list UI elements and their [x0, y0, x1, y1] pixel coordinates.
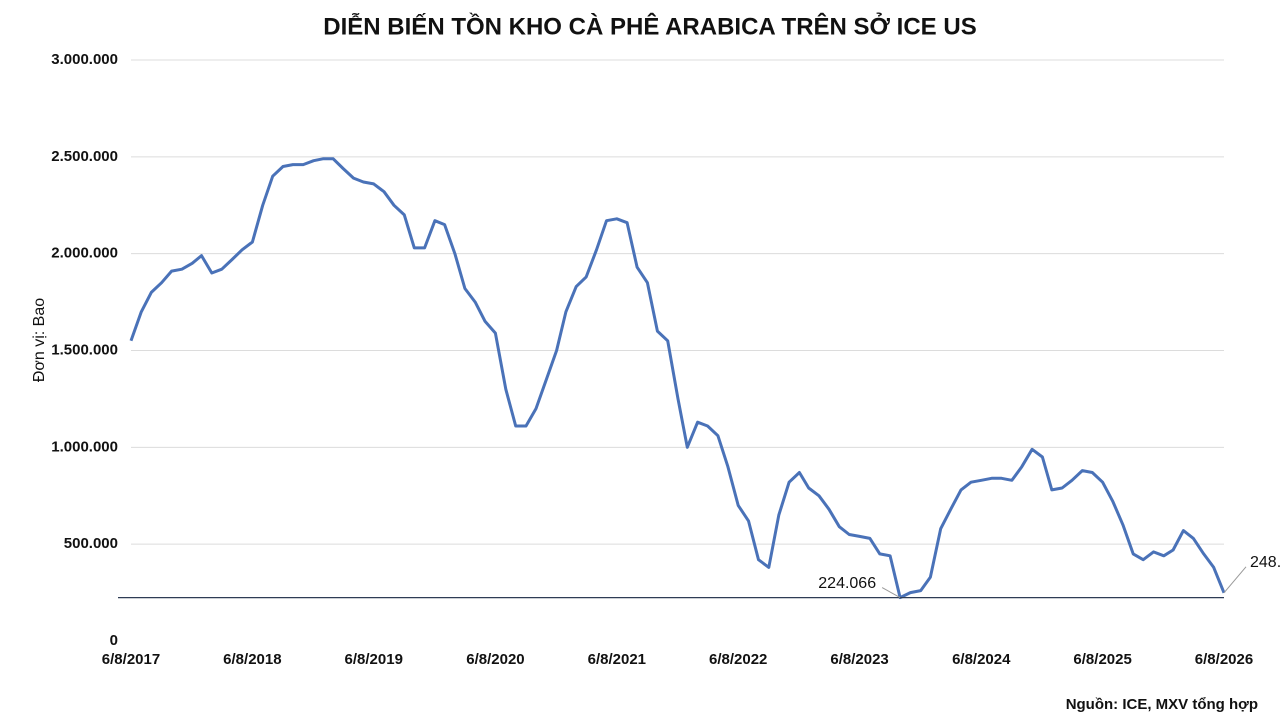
x-tick-label: 6/8/2024	[952, 651, 1011, 668]
annotation-leader	[881, 587, 901, 599]
x-tick-label: 6/8/2020	[466, 651, 524, 668]
y-tick-label: 3.000.000	[51, 51, 118, 68]
annotation-label: 224.066	[818, 575, 876, 592]
y-tick-label: 1.500.000	[51, 341, 118, 358]
x-tick-label: 6/8/2018	[223, 651, 281, 668]
y-tick-label: 1.000.000	[51, 438, 118, 455]
x-tick-label: 6/8/2025	[1073, 651, 1131, 668]
annotation-leader	[1223, 566, 1247, 594]
x-tick-label: 6/8/2021	[588, 651, 646, 668]
x-tick-label: 6/8/2023	[830, 651, 888, 668]
y-tick-label: 0	[110, 632, 118, 649]
chart-title: DIỄN BIẾN TỒN KHO CÀ PHÊ ARABICA TRÊN SỞ…	[323, 11, 976, 40]
x-tick-label: 6/8/2017	[102, 651, 160, 668]
source-note: Nguồn: ICE, MXV tổng hợp	[1066, 696, 1258, 713]
x-tick-label: 6/8/2026	[1195, 651, 1253, 668]
y-tick-label: 500.000	[64, 535, 118, 552]
x-tick-label: 6/8/2022	[709, 651, 767, 668]
y-tick-label: 2.500.000	[51, 148, 118, 165]
y-tick-label: 2.000.000	[51, 245, 118, 262]
y-axis-label: Đơn vị: Bao	[31, 298, 48, 382]
data-line	[129, 157, 1226, 600]
x-tick-label: 6/8/2019	[345, 651, 403, 668]
annotation-label: 248.897	[1250, 554, 1280, 571]
